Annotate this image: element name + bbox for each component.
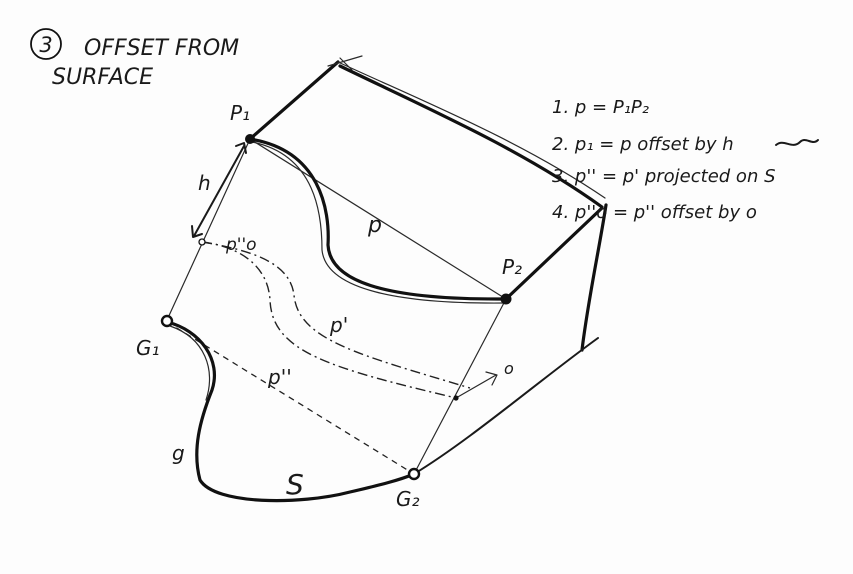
label-p-prime: p' (329, 313, 348, 337)
edge-top-back-thin (337, 61, 606, 199)
h-arrow (191, 142, 247, 238)
offset-o-arrow (455, 371, 498, 399)
edge-top-left (248, 60, 340, 141)
heading: 3 OFFSET FROM SURFACE (30, 28, 239, 90)
label-surface-s: S (286, 468, 304, 501)
boundary-curve-g (165, 320, 416, 503)
box-edges (166, 55, 608, 475)
step-2-scribble (775, 139, 819, 146)
h-arrow-head-bottom (191, 225, 203, 238)
label-p: p (367, 213, 382, 238)
labels: P₁ P₂ G₁ G₂ h p p' p'' p''o o g S (136, 101, 522, 511)
h-arrow-head-top (235, 142, 247, 154)
edge-top-right (504, 206, 604, 301)
label-h: h (198, 171, 211, 195)
curve-p1-p2 (248, 137, 508, 304)
point-end-offset (453, 395, 459, 401)
label-g2: G₂ (396, 487, 420, 511)
label-p1: P₁ (230, 101, 250, 125)
curve-top-shadow (251, 141, 505, 304)
points (160, 134, 512, 481)
label-p-double-prime: p'' (267, 365, 292, 389)
edge-bottom-dashed (166, 321, 415, 475)
h-arrow-line (193, 145, 245, 237)
point-g1 (160, 314, 174, 328)
curve-top (248, 137, 508, 301)
step-number: 3 (39, 33, 52, 57)
heading-line-2: SURFACE (52, 65, 153, 90)
point-start-offset (198, 238, 206, 246)
step-2: 2. p₁ = p offset by h (552, 134, 734, 155)
label-p2: P₂ (502, 255, 522, 279)
curve-g (165, 320, 416, 503)
heading-line-1: OFFSET FROM (84, 36, 239, 61)
label-g: g (172, 441, 185, 465)
point-p1 (245, 134, 255, 144)
point-p2 (500, 293, 512, 305)
point-g2 (407, 467, 421, 481)
curve-g-shadow (169, 325, 211, 401)
edge-top-diagonal (249, 138, 507, 300)
label-p-offset: p''o (225, 235, 257, 255)
edge-front-left (166, 138, 251, 321)
edge-top-back (338, 64, 604, 209)
step-list: 1. p = P₁P₂ 2. p₁ = p offset by h 3. p''… (552, 97, 819, 223)
label-g1: G₁ (136, 336, 160, 360)
label-o: o (504, 359, 514, 378)
curve-p-prime (201, 241, 471, 389)
step-1: 1. p = P₁P₂ (552, 97, 649, 118)
step-3: 3. p'' = p' projected on S (552, 166, 776, 187)
projected-curves (198, 238, 498, 401)
step-4: 4. p''o = p'' offset by o (552, 202, 757, 223)
curve-p-double-prime (201, 241, 457, 399)
edge-back-vertical (580, 203, 608, 352)
step-number-circle (30, 28, 62, 60)
edge-bottom-right (413, 337, 599, 475)
edge-front-right (413, 298, 507, 475)
